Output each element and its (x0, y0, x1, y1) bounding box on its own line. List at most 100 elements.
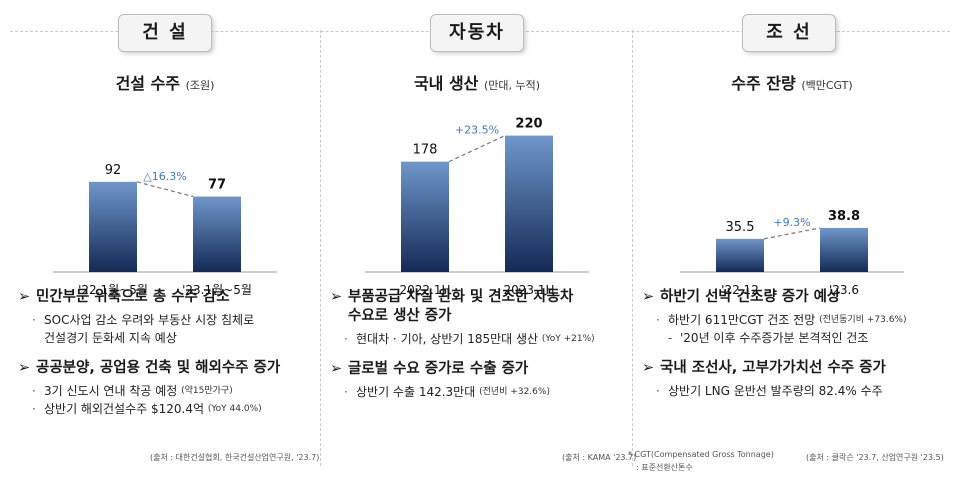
category-label: '22.1월~5월 (78, 283, 148, 297)
bullet-heading-text: 공공분양, 공업용 건축 및 해외수주 증가 (36, 360, 281, 376)
category-label: '22.12 (721, 283, 759, 297)
chart-title-text: 건설 수주 (115, 74, 181, 93)
bullet-sub: · 현대차 · 기아, 상반기 185만대 생산 (YoY +21%) (344, 330, 628, 348)
panel-shipbuilding: 조 선 수주 잔량 (백만CGT) 35.5 '22.12 38.8 '23.6 +9.… (628, 14, 950, 472)
bullet-note: (YoY 44.0%) (207, 404, 262, 414)
bullet-sub-text: 상반기 LNG 운반선 발주량의 82.4% 수주 (668, 384, 883, 398)
bar (820, 227, 868, 272)
bullet-heading-cont: 수요로 생산 증가 (330, 307, 628, 326)
dash-bullet-icon: - (668, 331, 673, 345)
bullet-group: ➢ 글로벌 수요 증가로 수출 증가 · 상반기 수출 142.3만대 (전년비 +… (330, 360, 628, 401)
bullets-automobile: ➢ 부품공급 차질 완화 및 견조한 자동차 수요로 생산 증가 · 현대차 · 기… (330, 288, 628, 413)
bullet-heading-text: 부품공급 차질 완화 및 견조한 자동차 (348, 289, 574, 305)
bullet-heading: ➢ 글로벌 수요 증가로 수출 증가 (330, 360, 628, 379)
panel-divider (320, 30, 321, 466)
arrow-bullet-icon: ➢ (642, 360, 655, 376)
chart-title: 수주 잔량 (백만CGT) (634, 70, 950, 94)
bullet-sub-text: 건설경기 둔화세 지속 예상 (44, 331, 177, 345)
source-note: (출처 : 클락슨 '23.7, 산업연구원 '23.5) (806, 453, 944, 462)
dot-bullet-icon: · (32, 402, 36, 416)
bullet-sub-text: 현대차 · 기아, 상반기 185만대 생산 (356, 332, 539, 346)
section-label-shipbuilding: 조 선 (742, 14, 836, 52)
change-annotation: △16.3% (143, 170, 186, 183)
data-label: 178 (413, 143, 438, 158)
data-label: 38.8 (828, 209, 860, 224)
bullet-heading: ➢ 공공분양, 공업용 건축 및 해외수주 증가 (18, 359, 316, 378)
footnote-cgt-def: : 표준선환산톤수 (636, 463, 693, 472)
bullet-sub: - '20년 이후 수주증가분 본격적인 건조 (668, 329, 946, 347)
bullet-note: (YoY +21%) (541, 334, 595, 344)
bullet-sub: 건설경기 둔화세 지속 예상 (32, 329, 316, 347)
change-connector (136, 181, 194, 198)
chart-unit: (만대, 누적) (483, 79, 541, 92)
source-note: (출처 : KAMA '23.7) (562, 453, 637, 462)
change-annotation: +23.5% (455, 124, 499, 137)
chart-title: 국내 생산 (만대, 누적) (322, 70, 632, 94)
bullet-note: (전년동기비 +73.6%) (819, 315, 907, 325)
bullet-group: ➢ 민간부문 위축으로 총 수주 감소 · SOC사업 감소 우려와 부동산 시장 … (18, 288, 316, 347)
bullet-heading: ➢ 국내 조선사, 고부가가치선 수주 증가 (642, 359, 946, 378)
arrow-bullet-icon: ➢ (330, 361, 343, 377)
bullet-sub-text: 상반기 수출 142.3만대 (356, 385, 476, 399)
bullets-construction: ➢ 민간부문 위축으로 총 수주 감소 · SOC사업 감소 우려와 부동산 시장 … (18, 288, 316, 430)
bar (193, 196, 241, 272)
dot-bullet-icon: · (344, 385, 348, 399)
chart-unit: (조원) (185, 79, 215, 92)
bullet-heading: ➢ 하반기 선박 건조량 증가 예상 (642, 288, 946, 307)
bullet-sub: · 3기 신도시 연내 착공 예정 (약15만가구) (32, 382, 316, 400)
bar-chart-shipbuilding: 35.5 '22.12 38.8 '23.6 +9.3% (680, 209, 904, 297)
panel-divider (632, 30, 633, 466)
bullet-note: (약15만가구) (181, 386, 233, 396)
source-note: (출처 : 대한건설협회, 한국건설산업연구원, '23.7) (150, 453, 320, 462)
bullet-indent (32, 329, 44, 347)
data-label: 220 (515, 117, 542, 132)
bullet-indent (330, 307, 348, 326)
arrow-bullet-icon: ➢ (330, 289, 343, 305)
change-annotation: +9.3% (773, 216, 810, 229)
dot-bullet-icon: · (656, 384, 660, 398)
bullet-heading-text: 민간부문 위축으로 총 수주 감소 (36, 289, 230, 305)
bullet-heading-text: 수요로 생산 증가 (348, 308, 452, 324)
chart-title-text: 국내 생산 (413, 74, 479, 93)
bullet-heading: ➢ 민간부문 위축으로 총 수주 감소 (18, 288, 316, 307)
dot-bullet-icon: · (32, 384, 36, 398)
panel-construction: 건 설 건설 수주 (조원) 92 '22.1월~5월 77 '23.1월~5월 △16… (10, 14, 320, 466)
change-connector (763, 227, 821, 240)
data-label: 92 (105, 163, 122, 178)
bullet-sub-text: '20년 이후 수주증가분 본격적인 건조 (680, 331, 869, 345)
section-label-automobile: 자동차 (430, 14, 524, 52)
data-label: 35.5 (726, 220, 755, 235)
dot-bullet-icon: · (32, 313, 36, 327)
bar-chart-automobile: 178 2022.1H 220 2023.1H +23.5% (365, 117, 589, 297)
arrow-bullet-icon: ➢ (18, 289, 31, 305)
footnote-cgt: * CGT(Compensated Gross Tonnage) (628, 450, 774, 459)
bar (505, 135, 553, 272)
bar (401, 161, 449, 272)
bullet-sub: · 상반기 LNG 운반선 발주량의 82.4% 수주 (656, 382, 946, 400)
bullet-note: (전년비 +32.6%) (479, 387, 550, 397)
bullet-sub: · 상반기 수출 142.3만대 (전년비 +32.6%) (344, 383, 628, 401)
bullet-heading: ➢ 부품공급 차질 완화 및 견조한 자동차 (330, 288, 628, 307)
bullet-heading-text: 하반기 선박 건조량 증가 예상 (660, 289, 841, 305)
chart-title-text: 수주 잔량 (731, 74, 796, 93)
bar-chart-construction: 92 '22.1월~5월 77 '23.1월~5월 △16.3% (53, 163, 277, 297)
chart-unit: (백만CGT) (801, 79, 853, 92)
bar (89, 181, 137, 272)
data-label: 77 (208, 178, 226, 193)
panel-automobile: 자동차 국내 생산 (만대, 누적) 178 2022.1H 220 2023.1H +… (322, 14, 636, 466)
dot-bullet-icon: · (344, 332, 348, 346)
bullet-group: ➢ 공공분양, 공업용 건축 및 해외수주 증가 · 3기 신도시 연내 착공 예정… (18, 359, 316, 418)
bullet-sub-text: 하반기 611만CGT 건조 전망 (668, 313, 816, 327)
section-label-construction: 건 설 (118, 14, 212, 52)
category-label: 2023.1H (503, 283, 554, 297)
dot-bullet-icon: · (656, 313, 660, 327)
bullet-sub: · SOC사업 감소 우려와 부동산 시장 침체로 (32, 311, 316, 329)
bullet-heading-text: 글로벌 수요 증가로 수출 증가 (348, 361, 529, 377)
bullet-sub-text: SOC사업 감소 우려와 부동산 시장 침체로 (44, 313, 255, 327)
bar (716, 238, 764, 272)
change-connector (448, 135, 506, 163)
bullet-group: ➢ 부품공급 차질 완화 및 견조한 자동차 수요로 생산 증가 · 현대차 · 기… (330, 288, 628, 348)
category-label: 2022.1H (399, 283, 450, 297)
chart-title: 건설 수주 (조원) (10, 70, 320, 94)
bullet-sub: · 상반기 해외건설수주 $120.4억 (YoY 44.0%) (32, 400, 316, 418)
